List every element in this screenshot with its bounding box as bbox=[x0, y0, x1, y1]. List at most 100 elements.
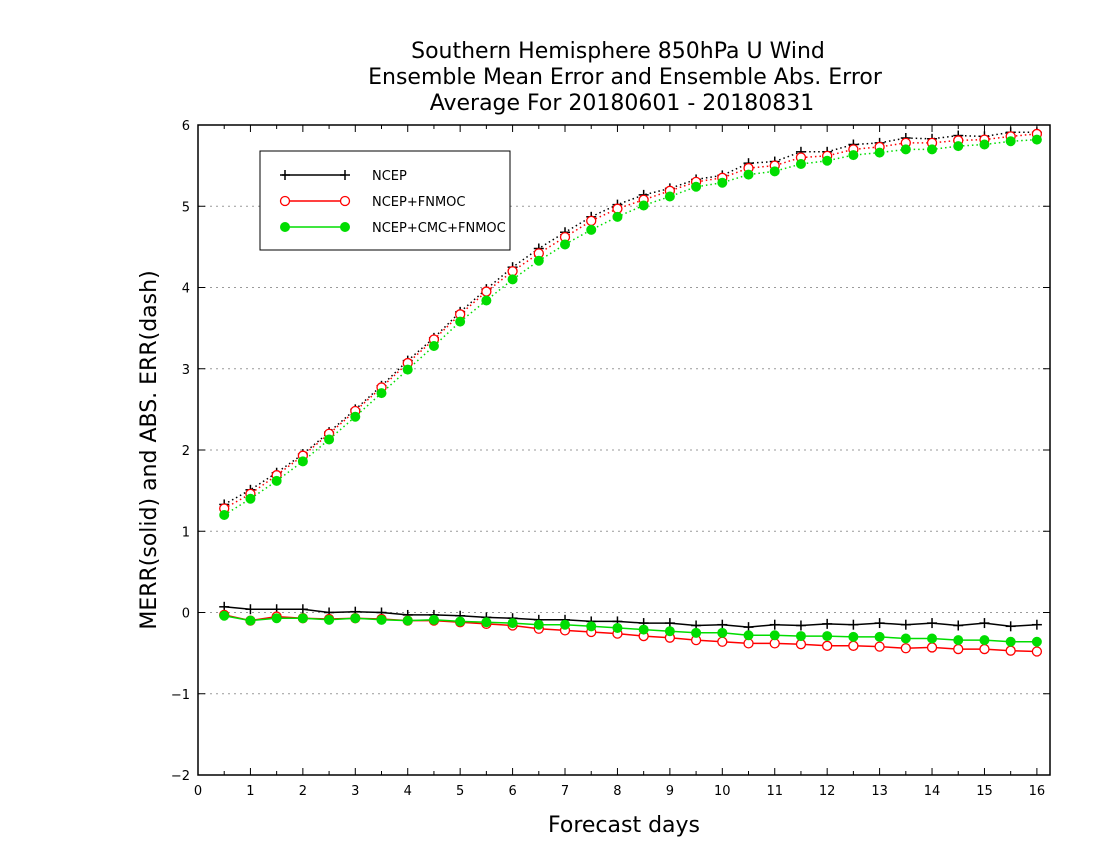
y-tick-label: −2 bbox=[171, 769, 190, 784]
data-point bbox=[455, 616, 466, 627]
data-point bbox=[324, 614, 335, 625]
x-tick-label: 7 bbox=[561, 784, 569, 799]
data-point bbox=[900, 144, 911, 155]
series-ncep-cmc-fnmoc-abs_error bbox=[219, 134, 1042, 520]
data-point bbox=[717, 627, 728, 638]
legend-marker bbox=[339, 195, 351, 207]
data-point bbox=[245, 604, 256, 615]
data-point bbox=[560, 619, 571, 630]
legend-label: NCEP+CMC+FNMOC bbox=[372, 221, 506, 236]
data-point bbox=[848, 631, 859, 642]
data-point bbox=[795, 159, 806, 169]
data-point bbox=[717, 636, 728, 647]
legend: NCEP NCEP+FNMOC NCEP+CMC+FNMOC bbox=[259, 150, 511, 251]
data-point bbox=[927, 618, 938, 629]
data-point bbox=[664, 191, 675, 202]
y-tick-label: −1 bbox=[171, 688, 190, 703]
data-point bbox=[507, 618, 518, 629]
x-tick-label: 8 bbox=[613, 784, 621, 799]
x-tick-label: 0 bbox=[194, 784, 202, 799]
data-point bbox=[874, 641, 885, 652]
data-point bbox=[638, 200, 649, 211]
data-point bbox=[1031, 646, 1043, 657]
data-point bbox=[376, 614, 387, 625]
legend-marker bbox=[279, 195, 291, 207]
data-point bbox=[455, 316, 466, 327]
data-point bbox=[245, 493, 256, 504]
data-point bbox=[926, 642, 938, 653]
legend-item-ncep: NCEP bbox=[280, 169, 407, 184]
data-point bbox=[848, 150, 859, 161]
x-tick-label: 6 bbox=[508, 784, 516, 799]
data-point bbox=[664, 626, 675, 637]
data-point bbox=[769, 166, 780, 177]
data-point bbox=[953, 141, 964, 152]
data-point bbox=[927, 633, 938, 644]
data-point bbox=[297, 456, 308, 467]
data-point bbox=[900, 643, 911, 654]
y-tick-label: 5 bbox=[182, 200, 190, 215]
data-point bbox=[586, 224, 597, 235]
data-point bbox=[953, 635, 964, 646]
series-ncep-mean_error bbox=[219, 601, 1042, 633]
x-tick-label: 3 bbox=[351, 784, 359, 799]
series-line bbox=[224, 606, 1037, 628]
data-point bbox=[691, 181, 702, 192]
x-tick-label: 4 bbox=[404, 784, 412, 799]
x-tick-label: 15 bbox=[976, 784, 993, 799]
series-line bbox=[224, 614, 1037, 653]
data-point bbox=[586, 215, 597, 227]
x-tick-label: 13 bbox=[871, 784, 888, 799]
data-point bbox=[874, 147, 885, 158]
data-point bbox=[219, 610, 230, 621]
data-point bbox=[691, 627, 702, 638]
data-point bbox=[900, 633, 911, 644]
title-line-2: Ensemble Mean Error and Ensemble Abs. Er… bbox=[368, 65, 883, 90]
y-tick-label: 2 bbox=[182, 444, 190, 459]
data-point bbox=[560, 239, 571, 250]
x-tick-label: 1 bbox=[246, 784, 254, 799]
data-point bbox=[402, 615, 413, 626]
data-point bbox=[1031, 636, 1042, 647]
data-point bbox=[1005, 636, 1016, 647]
data-point bbox=[245, 615, 256, 626]
gridlines bbox=[198, 205, 1050, 695]
data-point bbox=[428, 614, 439, 625]
legend-marker bbox=[340, 170, 350, 180]
data-point bbox=[769, 619, 780, 630]
data-point bbox=[481, 286, 492, 297]
data-point bbox=[822, 640, 833, 651]
data-point bbox=[822, 618, 833, 629]
data-point bbox=[271, 475, 282, 486]
data-point bbox=[795, 631, 806, 642]
data-point bbox=[822, 631, 833, 642]
x-tick-label: 14 bbox=[924, 784, 941, 799]
data-point bbox=[717, 177, 728, 188]
y-tick-label: 6 bbox=[182, 119, 190, 134]
data-point bbox=[481, 295, 492, 306]
y-tick-label: 0 bbox=[182, 607, 190, 622]
x-tick-label: 9 bbox=[666, 784, 674, 799]
legend-item-ncep-cmc-fnmoc: NCEP+CMC+FNMOC bbox=[280, 221, 506, 236]
data-point bbox=[324, 434, 335, 445]
legend-label: NCEP bbox=[372, 169, 407, 184]
data-point bbox=[953, 643, 964, 655]
data-point bbox=[219, 510, 230, 520]
legend-marker bbox=[280, 222, 290, 232]
data-point bbox=[350, 411, 361, 422]
data-point bbox=[795, 620, 806, 631]
data-point bbox=[350, 613, 361, 624]
series-ncep-fnmoc-mean_error bbox=[219, 609, 1043, 657]
data-point bbox=[1005, 136, 1016, 147]
data-point bbox=[979, 139, 990, 150]
data-point bbox=[769, 630, 780, 641]
data-point bbox=[297, 613, 308, 624]
data-point bbox=[612, 211, 623, 222]
data-point bbox=[979, 618, 990, 629]
data-point bbox=[874, 631, 885, 642]
data-point bbox=[848, 619, 859, 630]
title-line-3: Average For 20180601 - 20180831 bbox=[430, 91, 815, 116]
y-tick-label: 4 bbox=[182, 282, 190, 297]
